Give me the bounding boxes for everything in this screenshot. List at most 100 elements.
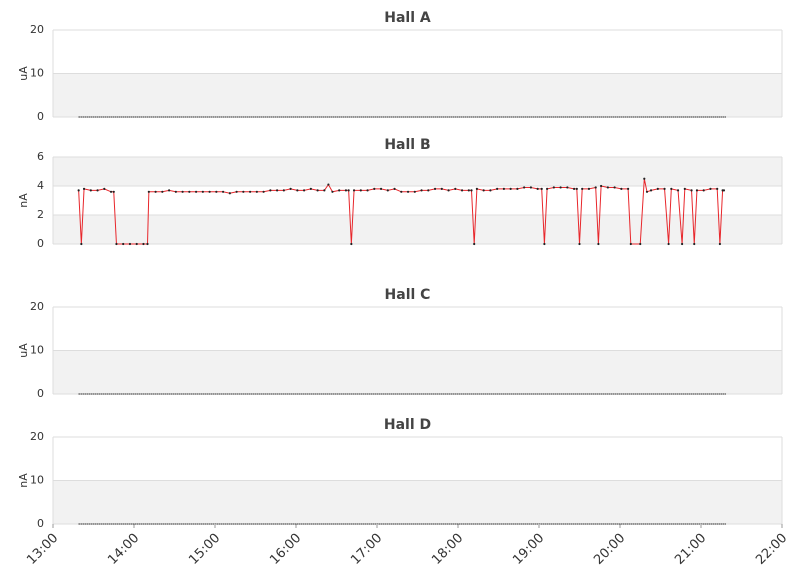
x-tick-label: 21:00: [672, 531, 709, 568]
data-point: [575, 187, 578, 190]
data-point: [154, 190, 157, 193]
data-point: [235, 190, 238, 193]
data-point: [683, 187, 686, 190]
y-tick-label: 20: [30, 430, 44, 443]
y-axis-label: uA: [17, 343, 30, 358]
x-tick-label: 18:00: [429, 531, 466, 568]
plot-band: [53, 73, 782, 117]
data-point: [722, 189, 726, 192]
data-point: [578, 242, 581, 246]
data-point: [386, 189, 389, 192]
data-point: [352, 189, 356, 192]
plot-band: [53, 350, 782, 394]
data-point: [516, 187, 519, 190]
data-point: [645, 190, 649, 193]
data-point: [393, 187, 396, 190]
data-point: [188, 190, 191, 193]
data-point: [670, 187, 673, 190]
data-line: [78, 178, 724, 245]
data-point: [681, 242, 684, 246]
data-point: [482, 189, 485, 192]
data-point: [627, 187, 630, 190]
data-point: [323, 189, 326, 192]
data-point: [433, 187, 437, 190]
y-tick-label: 0: [37, 517, 44, 530]
data-point: [509, 187, 512, 190]
data-point: [543, 242, 546, 246]
data-point: [566, 186, 569, 189]
data-point: [447, 189, 450, 192]
data-point: [327, 183, 330, 186]
data-point: [82, 187, 86, 190]
data-point: [122, 242, 125, 246]
data-point: [77, 189, 80, 192]
data-point: [135, 242, 138, 246]
data-point: [427, 189, 430, 192]
x-tick-label: 13:00: [24, 531, 61, 568]
y-tick-label: 0: [37, 110, 44, 123]
data-point: [96, 189, 99, 192]
data-point: [249, 190, 252, 193]
data-point: [296, 189, 299, 192]
data-point: [282, 189, 285, 192]
x-tick-label: 16:00: [267, 531, 304, 568]
data-point: [420, 189, 423, 192]
y-tick-label: 0: [37, 237, 44, 250]
data-point: [643, 177, 646, 180]
data-point: [195, 190, 198, 193]
y-axis-label: uA: [17, 66, 30, 81]
data-point: [303, 189, 306, 192]
y-axis-label: nA: [17, 193, 30, 208]
data-point: [366, 189, 369, 192]
data-point: [489, 189, 492, 192]
y-axis-label: nA: [17, 473, 30, 488]
x-tick-label: 20:00: [591, 531, 628, 568]
data-point: [103, 187, 106, 190]
data-point: [344, 189, 348, 192]
data-point: [718, 242, 722, 246]
plot-band: [53, 480, 782, 524]
data-point: [667, 242, 670, 246]
data-point: [587, 187, 591, 190]
data-point: [454, 187, 457, 190]
data-point: [174, 190, 177, 193]
y-tick-label: 4: [37, 179, 44, 192]
data-point: [676, 189, 680, 192]
data-point: [529, 186, 533, 189]
data-point: [695, 189, 699, 192]
data-point: [373, 187, 376, 190]
data-point: [709, 187, 712, 190]
data-point: [269, 189, 272, 192]
data-point: [276, 189, 279, 192]
data-point: [215, 190, 218, 193]
y-tick-label: 6: [37, 150, 44, 163]
data-point: [181, 190, 184, 193]
plot-band: [53, 157, 782, 186]
data-point: [656, 187, 659, 190]
data-point: [496, 187, 499, 190]
data-point: [413, 190, 416, 193]
data-point: [242, 190, 245, 193]
plot-band: [53, 215, 782, 244]
data-point: [142, 242, 145, 246]
data-point: [112, 190, 115, 193]
data-point: [309, 187, 312, 190]
data-point: [502, 187, 505, 190]
x-tick-label: 15:00: [186, 531, 223, 568]
data-point: [702, 189, 705, 192]
chart-title: Hall B: [384, 137, 430, 153]
chart-title: Hall C: [385, 287, 431, 303]
data-point: [316, 189, 319, 192]
x-tick-label: 17:00: [348, 531, 385, 568]
data-point: [546, 187, 549, 190]
data-point: [338, 189, 341, 192]
data-point: [109, 190, 113, 193]
data-point: [440, 187, 443, 190]
y-tick-label: 2: [37, 208, 44, 221]
data-point: [540, 187, 543, 190]
x-tick-label: 22:00: [753, 531, 790, 568]
data-point: [347, 189, 350, 192]
data-point: [406, 190, 410, 193]
data-point: [80, 242, 83, 246]
